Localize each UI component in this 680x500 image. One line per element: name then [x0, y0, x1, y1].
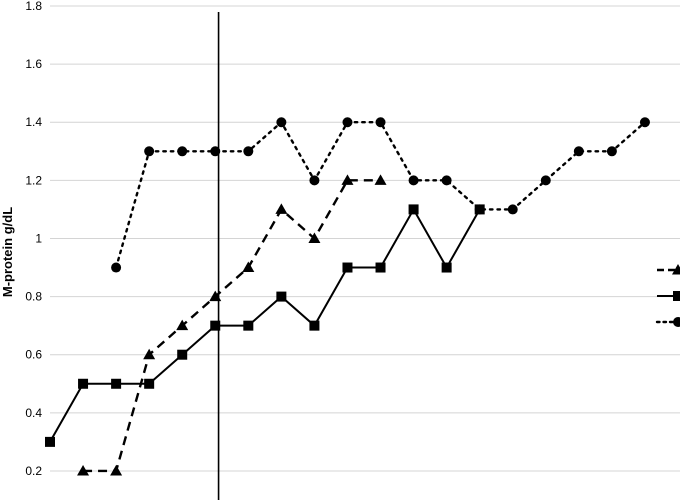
- y-axis-label: M-protein g/dL: [0, 207, 15, 297]
- data-point-triangle: [110, 464, 123, 476]
- data-point-square: [276, 291, 287, 302]
- legend: [655, 264, 680, 327]
- data-point-circle: [144, 146, 155, 157]
- data-point-square: [210, 320, 221, 331]
- y-tick-label: 1.2: [25, 173, 42, 187]
- data-point-circle: [408, 175, 419, 186]
- grid-lines: [50, 5, 680, 472]
- data-point-square: [111, 378, 122, 389]
- legend-item-circle: [655, 317, 680, 327]
- series-line: [49, 207, 481, 443]
- data-point-circle: [111, 262, 122, 273]
- data-point-triangle: [242, 261, 255, 273]
- y-tick-label: 1.8: [25, 0, 42, 13]
- y-axis-ticks: 0.2 0.4 0.6 0.8 1 1.2 1.4 1.6 1.8: [25, 0, 42, 478]
- data-point-square: [144, 378, 155, 389]
- legend-marker-square: [673, 291, 680, 301]
- data-point-circle: [243, 146, 254, 157]
- data-point-square: [243, 320, 254, 331]
- y-tick-label: 0.8: [25, 290, 42, 304]
- series-triangle: [77, 174, 387, 476]
- y-tick-label: 1.6: [25, 57, 42, 71]
- data-point-circle: [177, 146, 188, 157]
- data-point-circle: [342, 117, 353, 128]
- data-point-circle: [375, 117, 386, 128]
- data-point-square: [408, 204, 419, 215]
- data-point-circle: [474, 204, 485, 215]
- data-point-triangle: [308, 232, 321, 243]
- data-point-triangle: [341, 174, 354, 185]
- y-tick-label: 1.4: [25, 115, 42, 129]
- data-point-square: [342, 262, 353, 273]
- data-point-square: [45, 436, 55, 447]
- data-point-circle: [276, 117, 287, 128]
- series-circle: [111, 117, 650, 273]
- data-point-triangle: [275, 203, 288, 214]
- data-point-square: [375, 262, 386, 273]
- y-tick-label: 0.4: [25, 406, 42, 420]
- legend-item-triangle: [657, 264, 680, 275]
- legend-marker-circle: [673, 317, 680, 327]
- data-point-triangle: [176, 319, 189, 331]
- data-point-square: [177, 349, 188, 360]
- data-point-circle: [507, 204, 518, 215]
- data-point-square: [309, 320, 320, 331]
- series-line: [83, 179, 381, 473]
- data-point-circle: [309, 175, 320, 186]
- data-point-circle: [639, 117, 650, 128]
- y-tick-label: 0.6: [25, 348, 42, 362]
- data-point-circle: [210, 146, 221, 157]
- data-point-circle: [573, 146, 584, 157]
- data-point-triangle: [77, 464, 90, 476]
- data-point-square: [78, 378, 89, 389]
- legend-item-square: [657, 291, 680, 301]
- series-line: [114, 120, 647, 269]
- y-tick-label: 1: [35, 231, 42, 245]
- data-point-circle: [441, 175, 452, 186]
- data-point-square: [441, 262, 452, 273]
- data-point-triangle: [374, 174, 387, 185]
- data-point-circle: [606, 146, 617, 157]
- data-point-triangle: [209, 290, 222, 302]
- data-point-circle: [540, 175, 551, 186]
- data-point-triangle: [143, 348, 156, 360]
- series-layer: [45, 117, 650, 476]
- y-tick-label: 0.2: [25, 464, 42, 478]
- legend-marker-triangle: [672, 264, 680, 275]
